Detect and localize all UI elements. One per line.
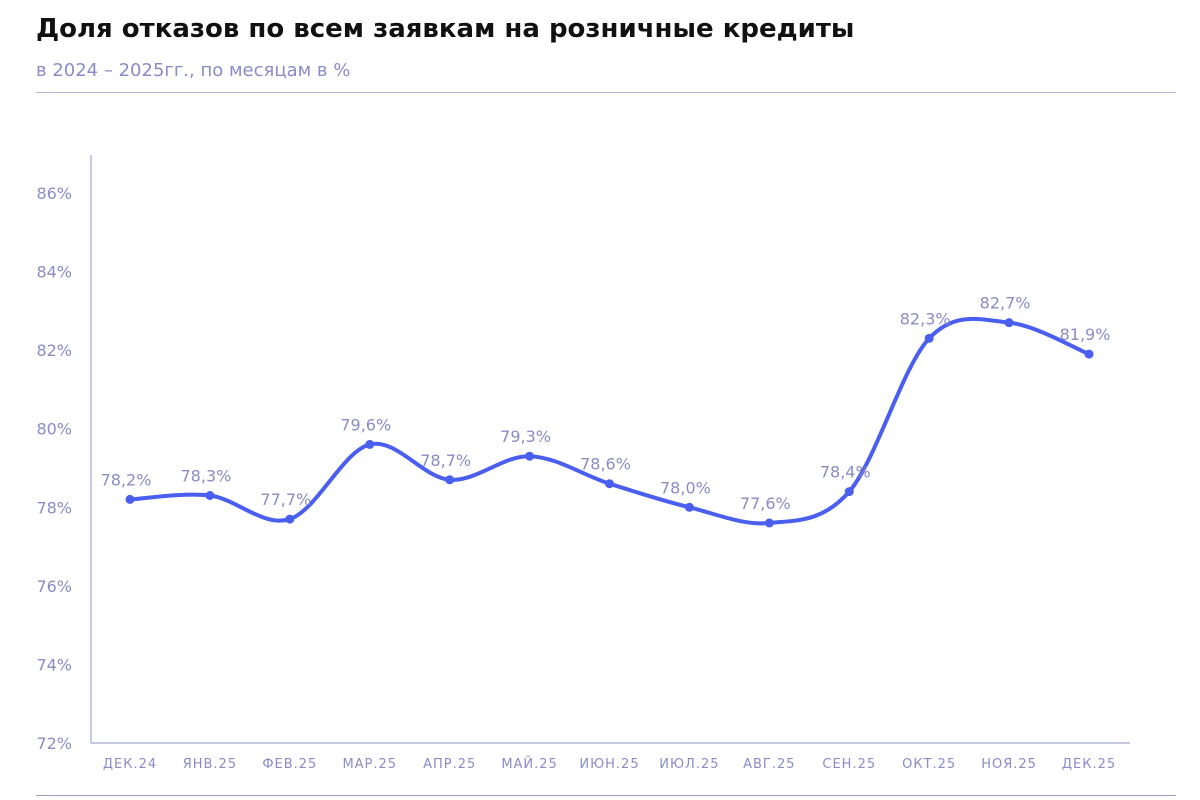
header-divider (36, 92, 1176, 93)
y-tick-label: 78% (36, 498, 72, 517)
data-point (924, 333, 934, 343)
footer-divider (36, 795, 1176, 796)
data-point (365, 439, 375, 449)
data-point (764, 518, 774, 528)
data-label: 81,9% (1060, 325, 1111, 344)
data-point (285, 514, 295, 524)
data-point (205, 491, 215, 500)
x-tick-label: АПР.25 (423, 757, 476, 772)
data-point (525, 451, 535, 461)
data-label: 79,6% (340, 415, 391, 434)
data-point (684, 502, 694, 512)
x-tick-label: МАР.25 (342, 757, 397, 772)
data-labels: 78,2% 78,3% 77,7% 79,6% 78,7% 79,3% 78,6% 78,0%… (101, 294, 1111, 513)
y-axis-ticks: 72% 74% 76% 78% 80% 82% 84% 86% (36, 184, 72, 753)
data-label: 82,3% (900, 309, 951, 328)
chart-axes (90, 155, 1130, 744)
y-tick-label: 76% (36, 577, 72, 596)
x-tick-label: ЯНВ.25 (183, 757, 237, 772)
x-tick-label: ИЮН.25 (579, 757, 639, 772)
chart-title: Доля отказов по всем заявкам на розничны… (36, 14, 855, 44)
data-point (445, 475, 455, 485)
data-label: 78,3% (181, 467, 232, 486)
y-tick-label: 80% (36, 420, 72, 439)
data-point (1004, 318, 1014, 328)
data-points (125, 318, 1094, 528)
x-axis-ticks: ДЕК.24 ЯНВ.25 ФЕВ.25 МАР.25 АПР.25 МАЙ.25 ИЮН.… (103, 756, 1116, 772)
data-label: 79,3% (500, 427, 551, 446)
x-tick-label: ФЕВ.25 (262, 757, 317, 772)
data-label: 77,7% (260, 490, 311, 509)
data-label: 78,0% (660, 478, 711, 497)
x-tick-label: ДЕК.25 (1062, 757, 1116, 772)
data-point (844, 487, 854, 497)
data-point (605, 479, 614, 489)
x-tick-label: ИЮЛ.25 (659, 757, 719, 772)
data-label: 82,7% (980, 294, 1031, 313)
y-tick-label: 74% (36, 655, 72, 674)
data-label: 78,4% (820, 463, 871, 482)
data-label: 78,2% (101, 470, 152, 489)
y-tick-label: 82% (36, 341, 72, 360)
y-tick-label: 72% (36, 734, 72, 753)
data-point (1084, 349, 1094, 359)
data-point (125, 494, 135, 504)
chart-subtitle: в 2024 – 2025гг., по месяцам в % (36, 60, 351, 81)
x-tick-label: МАЙ.25 (501, 756, 558, 772)
x-tick-label: АВГ.25 (743, 757, 795, 772)
x-tick-label: ДЕК.24 (103, 757, 157, 772)
y-tick-label: 84% (36, 263, 72, 282)
data-label: 77,6% (740, 494, 791, 513)
x-tick-label: НОЯ.25 (981, 757, 1037, 772)
x-tick-label: СЕН.25 (822, 757, 876, 772)
y-tick-label: 86% (36, 184, 72, 203)
data-label: 78,7% (420, 451, 471, 470)
data-label: 78,6% (580, 455, 631, 474)
x-tick-label: ОКТ.25 (902, 757, 956, 772)
